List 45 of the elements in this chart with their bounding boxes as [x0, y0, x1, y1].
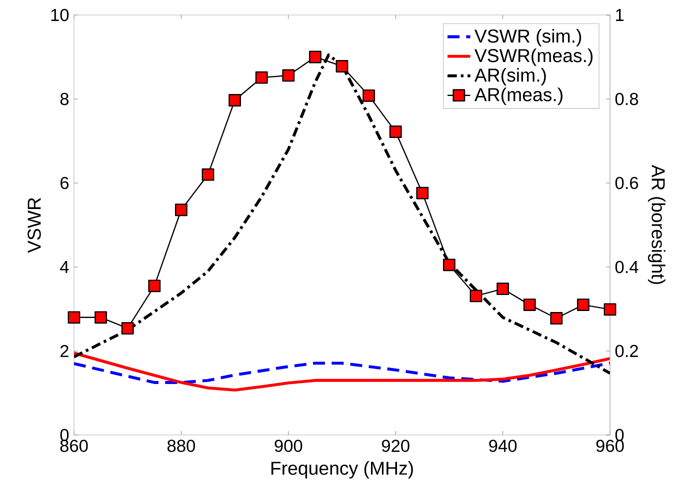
point: [416, 186, 429, 200]
x-tick-label: 900: [274, 440, 302, 452]
y2-tick-label: 1: [616, 9, 624, 21]
point: [496, 282, 510, 296]
point: [202, 168, 214, 181]
point: [604, 303, 616, 316]
y-tick-label: 10: [51, 8, 69, 22]
point: [282, 69, 295, 82]
x-tick-label: 940: [489, 440, 517, 452]
y2-tick-label: 0.8: [615, 92, 638, 106]
y2-tick-label: 0.4: [615, 260, 638, 274]
point: [577, 298, 590, 311]
point: [470, 290, 482, 302]
point: [336, 60, 348, 72]
y-tick-label: 2: [60, 344, 68, 358]
point: [362, 89, 376, 102]
legend-label: AR(meas.): [474, 88, 562, 105]
y2-axis-title: AR (boresight): [648, 164, 666, 284]
y-tick-label: 8: [60, 92, 69, 106]
legend-label: VSWR(meas.): [474, 48, 593, 66]
y-tick-label: 4: [60, 261, 69, 273]
x-tick-label: 880: [167, 440, 195, 452]
x-axis-title: Frequency (MHz): [271, 461, 413, 479]
point: [550, 312, 563, 324]
point: [148, 280, 161, 292]
y2-tick-label: 0.2: [615, 344, 638, 358]
x-tick-label: 860: [60, 440, 88, 452]
x-tick-label: 960: [596, 440, 624, 452]
point: [389, 126, 402, 138]
legend-label: AR(sim.): [474, 68, 546, 86]
line-series: [74, 362, 610, 384]
point: [228, 94, 242, 106]
legend-label: VSWR (sim.): [474, 29, 582, 46]
y-tick-label: 6: [60, 176, 69, 190]
point: [523, 298, 536, 311]
point: [443, 258, 456, 272]
x-tick-label: 920: [382, 440, 410, 452]
point: [309, 50, 322, 64]
point: [175, 204, 188, 216]
point: [68, 311, 80, 324]
point: [94, 311, 108, 324]
point: [255, 71, 268, 84]
y-axis-title: VSWR: [28, 198, 41, 253]
y2-tick-label: 0.6: [615, 176, 638, 190]
point: [121, 322, 134, 335]
